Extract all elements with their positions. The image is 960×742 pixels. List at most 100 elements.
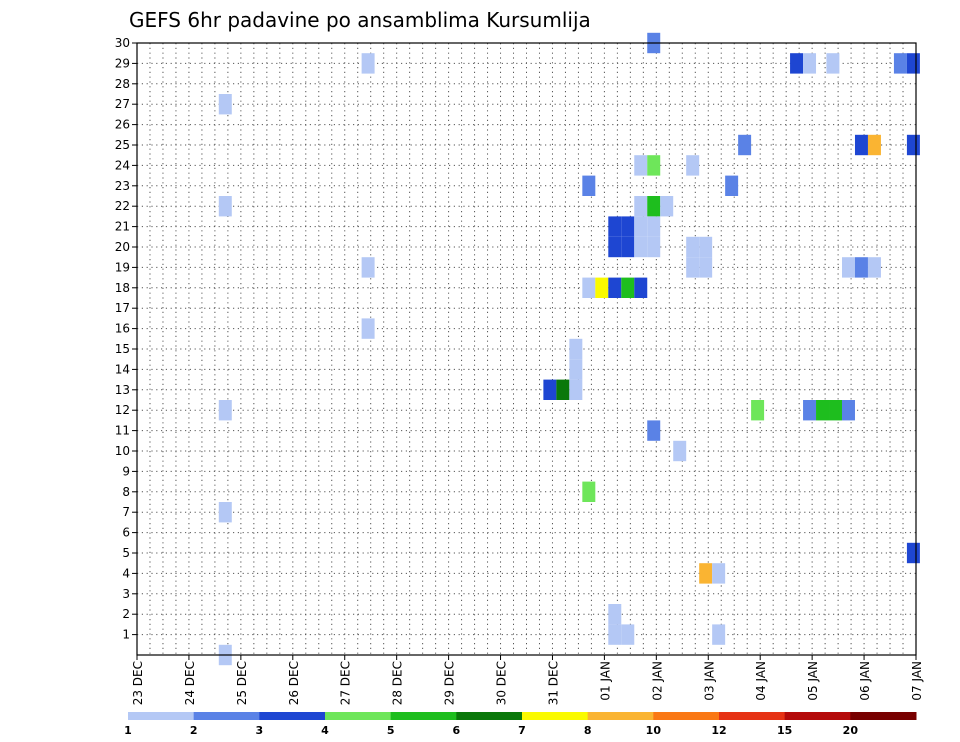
x-tick-label: 07 JAN [910, 661, 924, 701]
grid-lines [137, 42, 916, 655]
colorbar-swatch [456, 712, 523, 720]
y-tick-label: 19 [115, 260, 130, 274]
colorbar-tick-label: 3 [256, 724, 264, 737]
precip-cell [634, 196, 648, 217]
precip-cell [826, 53, 840, 74]
precip-cell [647, 155, 661, 176]
precip-cell [218, 502, 232, 523]
y-tick-label: 16 [115, 322, 130, 336]
x-tick-label: 25 DEC [235, 661, 249, 705]
precip-cell [361, 53, 375, 74]
precip-cell [608, 216, 622, 237]
precip-cell [569, 338, 583, 360]
precip-cell [854, 134, 868, 156]
x-tick-label: 31 DEC [546, 661, 560, 705]
precip-cell [634, 277, 648, 298]
y-tick-label: 11 [115, 424, 130, 438]
precip-cell [621, 624, 635, 645]
x-tick-label: 30 DEC [495, 661, 509, 705]
y-tick-label: 24 [115, 158, 130, 172]
colorbar-swatch [193, 712, 260, 720]
precip-cell [660, 196, 674, 217]
y-tick-label: 15 [115, 342, 130, 356]
colorbar-swatch [259, 712, 326, 720]
colorbar-tick-label: 1 [124, 724, 132, 737]
y-tick-label: 8 [122, 485, 130, 499]
precip-cell [803, 400, 817, 421]
colorbar-swatch [128, 712, 195, 720]
colorbar-swatch [325, 712, 392, 720]
colorbar-tick-label: 2 [190, 724, 198, 737]
x-axis-ticks: 23 DEC 24 DEC 25 DEC 26 DEC 27 DEC 28 DEC 29 D… [131, 655, 924, 705]
precip-cell [893, 53, 907, 74]
colorbar-tick-label: 4 [321, 724, 329, 737]
colorbar-swatch [587, 712, 654, 720]
precip-cell [647, 196, 661, 217]
colorbar-tick-label: 7 [518, 724, 526, 737]
y-tick-label: 7 [122, 505, 130, 519]
colorbar-swatch [653, 712, 720, 720]
precip-cell [582, 175, 596, 196]
x-tick-label: 05 JAN [806, 661, 820, 701]
y-tick-label: 4 [122, 566, 130, 580]
precip-cell [712, 624, 726, 645]
precip-cell [582, 481, 596, 502]
x-tick-label: 27 DEC [339, 661, 353, 705]
x-tick-label: 03 JAN [702, 661, 716, 701]
precip-cell [218, 94, 232, 115]
precip-cell [556, 379, 570, 400]
colorbar-swatch [522, 712, 589, 720]
y-tick-label: 18 [115, 281, 130, 295]
precip-cell [906, 53, 920, 74]
y-tick-label: 9 [122, 464, 130, 478]
y-tick-label: 2 [122, 607, 130, 621]
colorbar-swatch [390, 712, 457, 720]
y-tick-label: 29 [115, 56, 130, 70]
colorbar-tick-label: 6 [453, 724, 461, 737]
x-tick-label: 26 DEC [287, 661, 301, 705]
precip-cell [829, 400, 842, 421]
y-tick-label: 30 [115, 36, 130, 50]
y-tick-label: 13 [115, 383, 130, 397]
y-tick-label: 12 [115, 403, 130, 417]
precip-cell [621, 216, 635, 237]
precip-cell [218, 400, 232, 421]
precip-cell [738, 134, 752, 156]
precip-cell [712, 563, 726, 584]
x-tick-label: 24 DEC [183, 661, 197, 705]
y-axis-ticks: 1234567891011121314151617181920212223242… [115, 36, 137, 642]
y-tick-label: 22 [115, 199, 130, 213]
colorbar-tick-label: 12 [711, 724, 726, 737]
y-tick-label: 20 [115, 240, 130, 254]
precip-cell [543, 379, 557, 400]
x-tick-label: 01 JAN [598, 661, 612, 701]
y-tick-label: 27 [115, 97, 130, 111]
colorbar-swatch [850, 712, 917, 720]
y-tick-label: 28 [115, 77, 130, 91]
precip-cell [582, 277, 596, 298]
y-tick-label: 26 [115, 118, 130, 132]
x-tick-label: 28 DEC [391, 661, 405, 705]
x-tick-label: 06 JAN [858, 661, 872, 701]
colorbar-swatch [719, 712, 786, 720]
precip-cell [699, 236, 713, 258]
colorbar-swatch [784, 712, 851, 720]
precip-cell [634, 236, 648, 258]
y-tick-label: 6 [122, 526, 130, 540]
precip-cell [673, 440, 687, 462]
chart-title: GEFS 6hr padavine po ansamblima Kursumli… [129, 8, 591, 32]
precip-cell [647, 216, 661, 237]
precip-cell [608, 277, 622, 298]
precip-cell [686, 236, 700, 258]
precip-cell [854, 257, 868, 278]
colorbar-tick-label: 5 [387, 724, 395, 737]
precip-cell [647, 236, 661, 258]
precip-cell [608, 624, 622, 645]
precip-cell [634, 155, 648, 176]
precip-cell [647, 420, 661, 441]
precip-cell [569, 379, 583, 400]
colorbar-tick-label: 15 [777, 724, 792, 737]
precip-cell [621, 277, 635, 298]
precip-cell [790, 53, 804, 74]
